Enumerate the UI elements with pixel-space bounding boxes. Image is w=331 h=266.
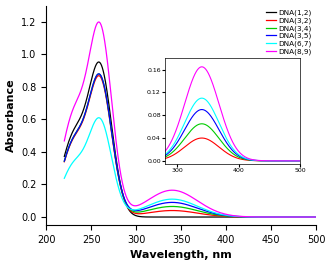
DNA(6,7): [224, 214, 228, 217]
DNA(3,5): [97, 72, 101, 76]
X-axis label: Wavelength, nm: Wavelength, nm: [130, 251, 232, 260]
Legend: DNA(1,2), DNA(3,2), DNA(3,4), DNA(3,5), DNA(6,7), DNA(8,9): DNA(1,2), DNA(3,2), DNA(3,4), DNA(3,5), …: [265, 9, 312, 55]
DNA(3,4): [224, 214, 228, 218]
DNA(3,5): [178, 202, 182, 205]
DNA(3,5): [314, 215, 318, 219]
DNA(3,5): [65, 150, 69, 153]
DNA(3,2): [178, 209, 182, 213]
DNA(1,2): [224, 215, 228, 219]
DNA(3,5): [193, 206, 197, 209]
DNA(3,2): [232, 215, 236, 218]
DNA(3,2): [155, 210, 159, 213]
DNA(8,9): [314, 215, 318, 219]
DNA(3,4): [314, 215, 318, 219]
DNA(1,2): [178, 215, 182, 219]
DNA(3,4): [62, 160, 66, 163]
Line: DNA(8,9): DNA(8,9): [64, 22, 316, 217]
DNA(1,2): [232, 215, 236, 219]
DNA(3,2): [62, 160, 66, 163]
DNA(6,7): [97, 116, 101, 119]
DNA(6,7): [155, 201, 159, 204]
DNA(3,2): [314, 215, 318, 219]
DNA(3,4): [193, 208, 197, 211]
Line: DNA(3,2): DNA(3,2): [64, 76, 316, 217]
DNA(1,2): [155, 215, 159, 219]
DNA(3,4): [178, 205, 182, 209]
DNA(1,2): [97, 60, 101, 64]
DNA(1,2): [62, 155, 66, 158]
DNA(8,9): [97, 20, 101, 24]
DNA(3,4): [155, 207, 159, 210]
DNA(3,2): [97, 74, 101, 77]
DNA(3,4): [65, 150, 69, 153]
DNA(3,2): [224, 215, 228, 218]
Line: DNA(3,5): DNA(3,5): [64, 74, 316, 217]
DNA(3,5): [62, 160, 66, 163]
Line: DNA(3,4): DNA(3,4): [64, 74, 316, 217]
DNA(6,7): [178, 198, 182, 202]
Y-axis label: Absorbance: Absorbance: [6, 78, 16, 152]
DNA(1,2): [193, 215, 197, 219]
DNA(8,9): [155, 193, 159, 196]
DNA(8,9): [178, 190, 182, 193]
DNA(3,2): [193, 211, 197, 214]
DNA(6,7): [232, 215, 236, 218]
DNA(3,4): [97, 72, 101, 76]
Line: DNA(1,2): DNA(1,2): [64, 62, 316, 217]
DNA(6,7): [65, 170, 69, 173]
DNA(3,5): [232, 215, 236, 218]
DNA(6,7): [314, 215, 318, 219]
DNA(3,4): [232, 215, 236, 218]
DNA(8,9): [65, 126, 69, 130]
Line: DNA(6,7): DNA(6,7): [64, 118, 316, 217]
DNA(8,9): [232, 214, 236, 217]
DNA(3,5): [224, 214, 228, 217]
DNA(6,7): [62, 177, 66, 180]
DNA(8,9): [224, 213, 228, 216]
DNA(8,9): [62, 139, 66, 143]
DNA(8,9): [193, 197, 197, 201]
DNA(1,2): [65, 144, 69, 148]
DNA(3,5): [155, 203, 159, 206]
DNA(1,2): [314, 215, 318, 219]
DNA(6,7): [193, 203, 197, 207]
DNA(3,2): [65, 151, 69, 154]
